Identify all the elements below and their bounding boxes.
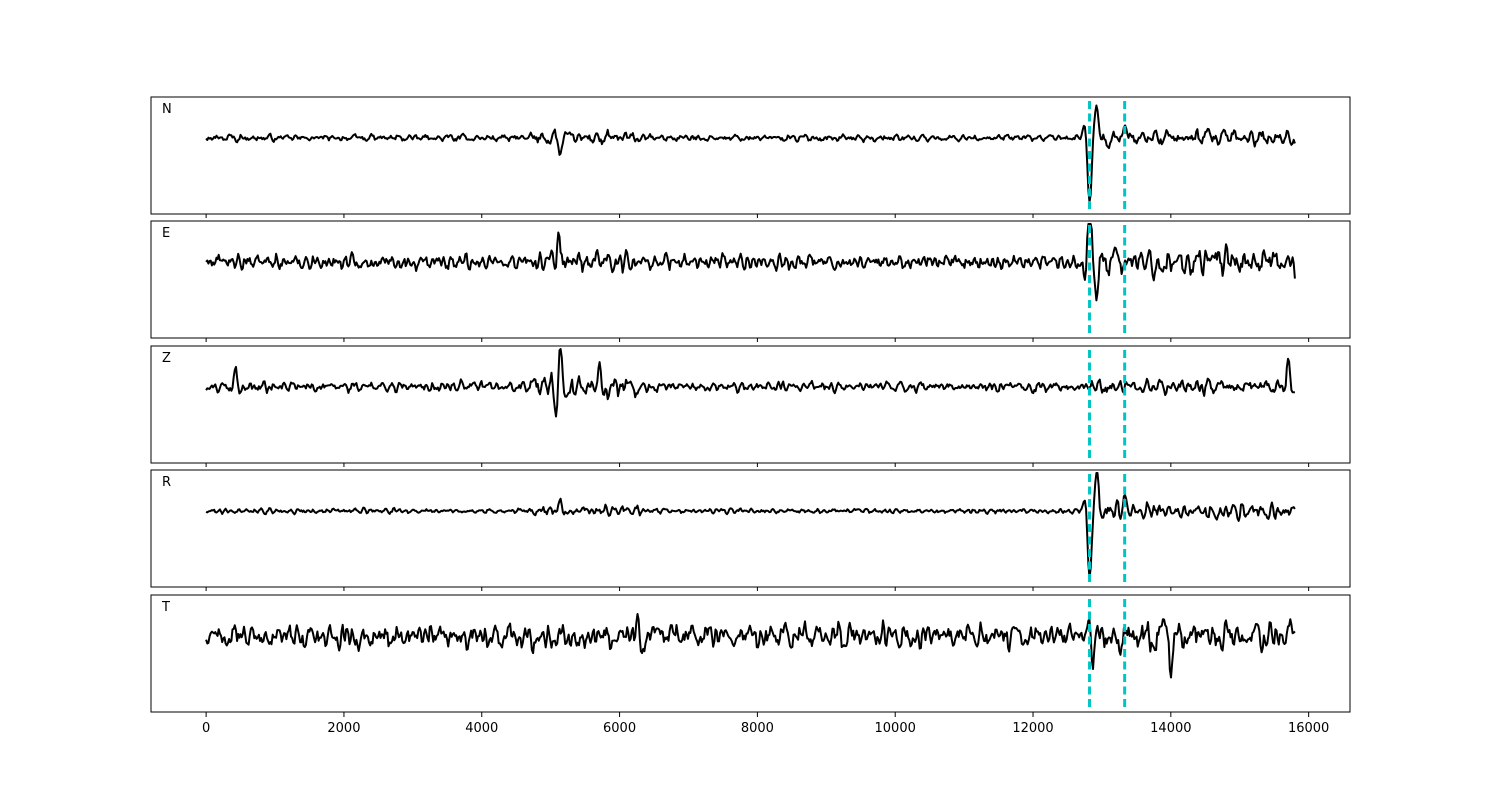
markers-group xyxy=(1088,101,1127,708)
panel-T: T xyxy=(150,594,1351,713)
trace-Z xyxy=(205,348,1295,418)
trace-E xyxy=(205,223,1296,302)
x-tick-label: 6000 xyxy=(603,721,636,736)
x-tick-label: 14000 xyxy=(1150,721,1191,736)
x-tick-label: 16000 xyxy=(1288,721,1329,736)
panel-frame xyxy=(150,220,1351,339)
x-tick-label: 2000 xyxy=(327,721,360,736)
panel-label: Z xyxy=(162,351,171,366)
panel-Z: Z xyxy=(150,345,1351,464)
x-tick-label: 10000 xyxy=(875,721,916,736)
x-tick-label: 12000 xyxy=(1012,721,1053,736)
panel-label: R xyxy=(162,475,171,490)
panel-E: E xyxy=(150,220,1351,339)
panel-label: N xyxy=(162,102,172,117)
trace-T xyxy=(205,613,1296,679)
panel-R: R xyxy=(150,469,1351,588)
panel-frame xyxy=(150,96,1351,215)
panel-label: E xyxy=(162,226,170,241)
trace-R xyxy=(205,472,1296,579)
panel-frame xyxy=(150,345,1351,464)
panel-frame xyxy=(150,469,1351,588)
panel-frame xyxy=(150,594,1351,713)
trace-N xyxy=(205,104,1296,203)
panel-N: N xyxy=(150,96,1351,215)
x-axis: 0 2000 4000 6000 8000 10000 12000 14000 16000 xyxy=(202,214,1329,736)
x-tick-label: 8000 xyxy=(741,721,774,736)
panel-label: T xyxy=(161,600,170,615)
x-tick-label: 4000 xyxy=(465,721,498,736)
panels-group: N E Z R T xyxy=(150,96,1351,713)
x-tick-label: 0 xyxy=(202,721,210,736)
